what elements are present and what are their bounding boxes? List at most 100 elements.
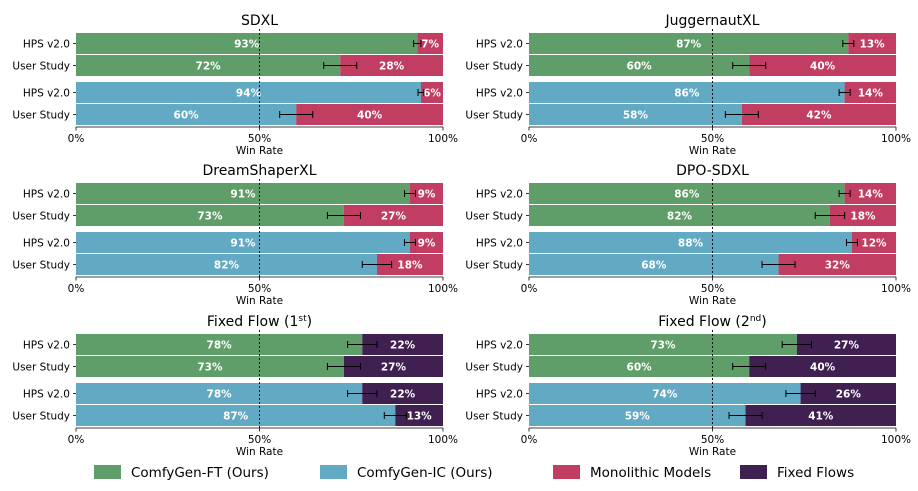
x-tick-label: 100% xyxy=(428,434,458,446)
loss-label: 26% xyxy=(836,389,862,401)
row-label: HPS v2.0 xyxy=(476,88,523,100)
x-tick-label: 50% xyxy=(248,434,271,446)
win-label: 78% xyxy=(207,340,233,352)
loss-label: 42% xyxy=(806,110,832,122)
legend-swatch xyxy=(320,465,347,479)
bar-loss xyxy=(848,33,896,54)
x-axis-label: Win Rate xyxy=(689,446,736,458)
bar-win xyxy=(76,334,363,355)
bar-win xyxy=(529,55,750,76)
row-label: User Study xyxy=(465,211,523,223)
x-tick-label: 0% xyxy=(68,283,85,295)
bar-loss xyxy=(395,405,443,426)
bar-win xyxy=(529,104,742,125)
win-label: 60% xyxy=(627,362,653,374)
bar-loss xyxy=(749,356,896,377)
row-label: User Study xyxy=(12,260,70,272)
bar-win xyxy=(529,254,779,275)
x-tick-label: 100% xyxy=(881,283,911,295)
loss-label: 6% xyxy=(423,88,441,100)
row-label: User Study xyxy=(12,110,70,122)
x-tick-label: 100% xyxy=(881,133,911,145)
bar-loss xyxy=(343,356,443,377)
x-axis-label: Win Rate xyxy=(689,145,736,157)
row-label: User Study xyxy=(12,411,70,423)
panel-title: DPO-SDXL xyxy=(676,163,749,179)
win-label: 91% xyxy=(230,189,256,201)
legend-label: ComfyGen-FT (Ours) xyxy=(131,465,269,481)
win-label: 88% xyxy=(678,238,704,250)
bar-loss xyxy=(420,82,443,103)
bar-win xyxy=(529,232,852,253)
panel-title: Fixed Flow (2nd) xyxy=(658,314,766,330)
x-tick-label: 0% xyxy=(521,133,538,145)
legend-label: ComfyGen-IC (Ours) xyxy=(357,465,493,481)
row-label: HPS v2.0 xyxy=(23,189,70,201)
row-label: HPS v2.0 xyxy=(23,88,70,100)
legend-label: Monolithic Models xyxy=(590,465,711,481)
loss-label: 9% xyxy=(418,238,436,250)
win-label: 68% xyxy=(641,260,667,272)
x-tick-label: 0% xyxy=(68,434,85,446)
loss-label: 14% xyxy=(858,189,884,201)
win-label: 73% xyxy=(197,362,223,374)
win-label: 74% xyxy=(652,389,678,401)
bar-win xyxy=(76,55,341,76)
panel-title: SDXL xyxy=(241,13,278,29)
x-axis-label: Win Rate xyxy=(236,145,283,157)
bar-loss xyxy=(851,232,896,253)
panel-fixed-flow-1: Fixed Flow (1st) 78% 22% HPS v2.0 73% 27% User… xyxy=(12,314,458,458)
x-tick-label: 100% xyxy=(428,133,458,145)
bar-loss xyxy=(409,183,443,204)
win-label: 73% xyxy=(650,340,676,352)
loss-label: 18% xyxy=(850,211,876,223)
legend-swatch xyxy=(740,465,767,479)
loss-label: 27% xyxy=(381,211,407,223)
win-label: 72% xyxy=(196,61,222,73)
row-label: HPS v2.0 xyxy=(23,39,70,51)
panel-fixed-flow-2: Fixed Flow (2nd) 73% 27% HPS v2.0 60% 40% User… xyxy=(465,314,911,458)
legend-swatch xyxy=(553,465,580,479)
bar-win xyxy=(76,183,410,204)
bar-loss xyxy=(749,55,896,76)
bar-loss xyxy=(296,104,443,125)
bar-win xyxy=(529,405,746,426)
row-label: HPS v2.0 xyxy=(476,238,523,250)
bar-win xyxy=(529,183,845,204)
bar-loss xyxy=(844,82,896,103)
win-label: 59% xyxy=(625,411,651,423)
loss-label: 18% xyxy=(397,260,423,272)
bar-win xyxy=(76,356,344,377)
x-axis-label: Win Rate xyxy=(236,295,283,307)
win-label: 78% xyxy=(207,389,233,401)
row-label: HPS v2.0 xyxy=(23,389,70,401)
panel-sdxl: SDXL 93% 7% HPS v2.0 72% 28% User Study 94% 6% HP… xyxy=(12,13,458,157)
win-label: 73% xyxy=(197,211,223,223)
win-label: 60% xyxy=(627,61,653,73)
bar-loss xyxy=(362,334,443,355)
row-label: HPS v2.0 xyxy=(476,389,523,401)
legend-swatch xyxy=(94,465,121,479)
bar-loss xyxy=(796,334,896,355)
bar-loss xyxy=(417,33,443,54)
row-label: HPS v2.0 xyxy=(476,189,523,201)
x-tick-label: 50% xyxy=(701,133,724,145)
x-tick-label: 0% xyxy=(521,434,538,446)
bar-win xyxy=(76,232,410,253)
bar-win xyxy=(529,356,750,377)
win-label: 94% xyxy=(236,88,262,100)
loss-label: 40% xyxy=(357,110,383,122)
x-tick-label: 0% xyxy=(521,283,538,295)
row-label: HPS v2.0 xyxy=(476,39,523,51)
x-tick-label: 100% xyxy=(881,434,911,446)
legend-label: Fixed Flows xyxy=(777,465,854,481)
row-label: HPS v2.0 xyxy=(23,340,70,352)
row-label: User Study xyxy=(12,362,70,374)
x-tick-label: 50% xyxy=(248,283,271,295)
x-tick-label: 50% xyxy=(701,434,724,446)
panel-title: Fixed Flow (1st) xyxy=(207,314,312,330)
bar-win xyxy=(529,82,845,103)
bar-loss xyxy=(409,232,443,253)
bar-win xyxy=(76,383,363,404)
win-label: 86% xyxy=(674,88,700,100)
